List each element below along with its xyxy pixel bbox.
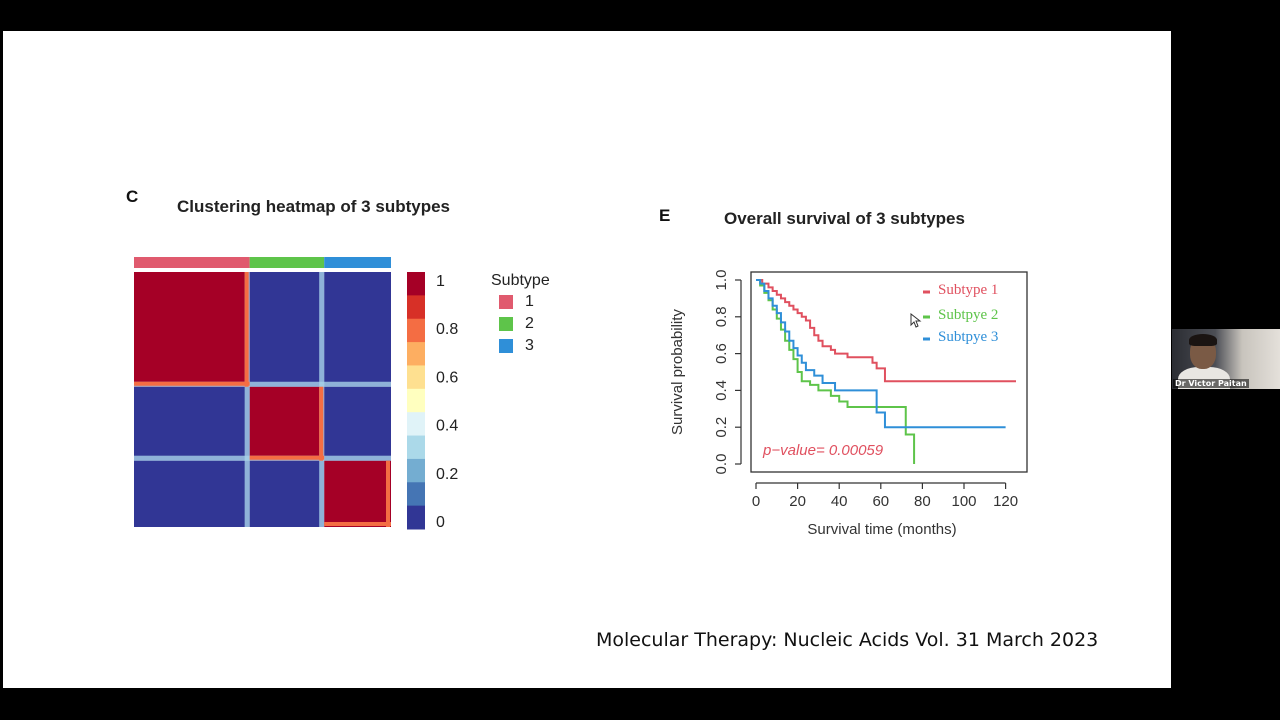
diagonal-edge-bottom [324,522,391,526]
survival-curve-1 [756,279,1016,383]
colorbar-tick-label: 0.6 [436,369,458,386]
colorbar-segment [407,458,425,483]
heatmap-block-2-1 [134,386,250,461]
colorbar-segment [407,388,425,413]
survival-legend-label: Subtype 1 [938,282,998,298]
boundary-band-vertical [244,272,250,527]
x-tick-label: 20 [789,493,806,510]
boundary-band-horizontal [134,381,391,387]
y-tick-label: 1.0 [713,270,730,291]
x-tick-label: 100 [951,493,976,510]
x-tick-label: 60 [872,493,889,510]
legend-swatch-2 [499,317,513,331]
colorbar-tick-label: 0.8 [436,321,458,338]
colorbar-segment [407,365,425,390]
survival-title: Overall survival of 3 subtypes [724,209,965,228]
webcam-hair [1189,334,1217,346]
colorbar-segment [407,272,425,296]
legend-swatch-3 [499,339,513,353]
heatmap-legend-item: 3 [499,337,534,355]
heatmap-block-1-1 [134,272,250,387]
colorbar-tick-label: 0.2 [436,466,458,483]
webcam-name-label: Dr Victor Paitan [1173,379,1249,388]
x-tick-label: 120 [993,493,1018,510]
colorbar-segment [407,342,425,366]
colorbar-segment [407,295,425,320]
diagonal-edge-bottom [249,455,325,460]
citation: Molecular Therapy: Nucleic Acids Vol. 31… [596,629,1099,651]
heatmap-block-1-2 [249,272,325,387]
legend-label: 1 [525,293,534,310]
colorbar-tick-label: 0 [436,514,445,531]
heatmap-block-3-1 [134,460,250,527]
y-tick-label: 0.8 [713,306,730,327]
survival-curve-3 [756,279,1006,429]
heatmap-legend-item: 2 [499,315,534,333]
plot-frame [750,271,1028,473]
p-value-annotation: p−value= 0.00059 [762,442,884,459]
colorbar-segment [407,318,425,343]
y-tick-label: 0.4 [713,380,730,401]
colorbar-segment [407,482,425,507]
diagonal-edge-right [244,272,249,387]
legend-label: 3 [525,337,534,354]
y-tick-label: 0.0 [713,454,730,475]
annotation-bar-subtype-1 [134,257,250,268]
colorbar-tick-label: 0.4 [436,418,458,435]
x-tick-label: 0 [752,493,760,510]
y-tick-label: 0.2 [713,417,730,438]
y-tick-label: 0.6 [713,343,730,364]
annotation-bar-subtype-2 [249,257,325,268]
survival-plot: 0 20 40 60 80 100 120 Survival time (months) 0.0… [669,270,1028,538]
heatmap-legend-title: Subtype [491,272,550,289]
colorbar-segment [407,412,425,437]
diagonal-edge-right [319,386,324,461]
annotation-bar-subtype-3 [324,257,391,268]
survival-legend-label: Subtpye 3 [938,329,998,345]
slide: C Clustering heatmap of 3 subtypes 1 0.8 0… [3,31,1171,688]
mouse-cursor-icon [910,313,922,328]
heatmap-block-3-2 [249,460,325,527]
heatmap-block-2-2 [249,386,325,461]
x-tick-label: 40 [831,493,848,510]
heatmap-block-3-3 [324,460,391,527]
webcam-thumbnail[interactable]: Dr Victor Paitan [1172,329,1280,389]
diagonal-edge-bottom [134,381,250,386]
survival-legend-label: Subtpye 2 [938,307,998,323]
legend-swatch-1 [499,295,513,309]
colorbar-segment [407,505,425,530]
clustering-heatmap: 1 0.8 0.6 0.4 0.2 0 [134,257,458,531]
legend-label: 2 [525,315,534,332]
heatmap-title: Clustering heatmap of 3 subtypes [177,197,450,216]
heatmap-block-1-3 [324,272,391,387]
survival-curve-2 [756,279,916,464]
colorbar-tick-label: 1 [436,273,445,290]
x-axis-label: Survival time (months) [807,521,956,538]
heatmap-legend-item: 1 [499,293,534,311]
colorbar-segment [407,435,425,460]
heatmap-block-2-3 [324,386,391,461]
diagonal-edge-right [386,460,390,527]
panel-letter-e: E [659,206,671,225]
panel-letter-c: C [126,187,139,206]
y-axis-label: Survival probability [669,309,686,435]
x-tick-label: 80 [914,493,931,510]
